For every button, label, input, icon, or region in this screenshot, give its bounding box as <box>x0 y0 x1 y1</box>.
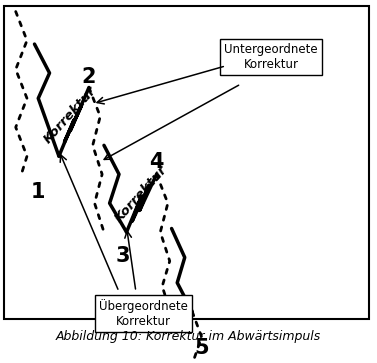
Text: Korrektur: Korrektur <box>113 163 170 225</box>
Text: Korrektur: Korrektur <box>41 83 99 146</box>
Text: 3: 3 <box>115 246 130 266</box>
Text: 2: 2 <box>82 67 96 87</box>
FancyBboxPatch shape <box>5 6 369 319</box>
Text: Abbildung 10: Korrektur im Abwärtsimpuls: Abbildung 10: Korrektur im Abwärtsimpuls <box>56 330 321 343</box>
Text: 1: 1 <box>31 182 46 202</box>
Text: 5: 5 <box>194 338 209 358</box>
Text: Untergeordnete
Korrektur: Untergeordnete Korrektur <box>224 43 318 71</box>
Text: 4: 4 <box>149 152 164 172</box>
Text: Übergeordnete
Korrektur: Übergeordnete Korrektur <box>99 299 188 328</box>
